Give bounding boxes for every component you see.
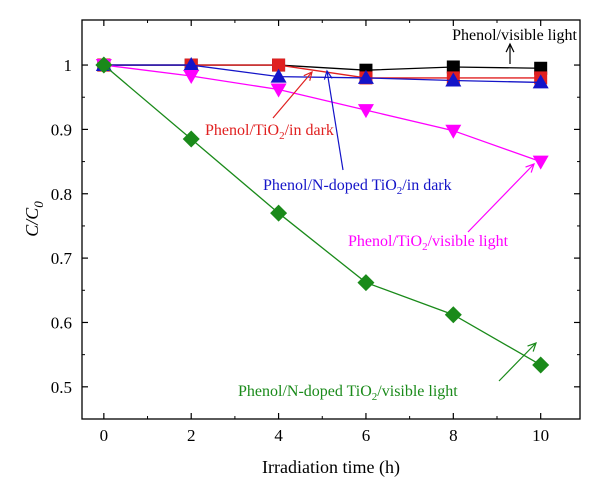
label-text: Phenol/N-doped TiO <box>238 383 372 400</box>
label-subscript: 2 <box>372 391 378 403</box>
label-text: /in dark <box>402 177 451 194</box>
x-tick-label: 4 <box>274 426 283 445</box>
data-point <box>182 130 200 148</box>
label-subscript: 2 <box>279 130 285 142</box>
label-text: Phenol/TiO <box>205 122 279 139</box>
data-point <box>357 104 374 119</box>
annotation-arrow <box>498 342 537 382</box>
data-point <box>270 204 288 222</box>
data-point <box>445 72 462 87</box>
label-text: /in dark <box>285 122 334 139</box>
data-point <box>183 69 200 84</box>
data-point <box>357 69 374 84</box>
series <box>97 58 548 77</box>
data-point <box>444 306 462 324</box>
data-point <box>270 68 287 83</box>
y-axis-title: C/C0 <box>22 201 46 237</box>
series-annotation-label: Phenol/visible light <box>452 27 577 44</box>
series-annotation-label: Phenol/N-doped TiO2/visible light <box>238 383 458 403</box>
data-point <box>532 155 549 170</box>
label-subscript: 2 <box>422 241 428 253</box>
annotation-arrowhead <box>303 70 313 81</box>
series-layer <box>95 56 550 374</box>
series <box>95 56 550 374</box>
y-tick-label: 0.9 <box>51 120 72 139</box>
data-point <box>532 356 550 374</box>
axis-ticks: 0 2 4 6 8 10 0.5 0.6 0.7 0.8 0.9 1 <box>51 20 580 445</box>
label-text: Phenol/TiO <box>348 233 422 250</box>
x-axis-title: Irradiation time (h) <box>262 457 400 478</box>
data-point <box>357 274 375 292</box>
y-tick-label: 1 <box>64 56 73 75</box>
label-subscript: 2 <box>397 185 403 197</box>
x-tick-label: 10 <box>532 426 549 445</box>
annotation-arrowhead <box>527 342 537 352</box>
y-tick-label: 0.5 <box>51 378 72 397</box>
series-line <box>103 64 541 163</box>
data-point <box>445 124 462 139</box>
data-point <box>272 58 286 72</box>
y-tick-label: 0.6 <box>51 313 72 332</box>
label-text: /visible light <box>377 383 458 400</box>
series-annotation-label: Phenol/N-doped TiO2/in dark <box>263 177 452 197</box>
data-point <box>532 74 549 89</box>
annotation-arrowhead <box>525 163 535 173</box>
y-axis-title-main: C/C <box>22 207 42 237</box>
x-tick-label: 8 <box>449 426 458 445</box>
series-annotation-label: Phenol/TiO2/in dark <box>205 122 334 142</box>
y-tick-label: 0.8 <box>51 185 72 204</box>
annotation-arrowhead <box>323 69 333 80</box>
label-text: Phenol/visible light <box>452 27 577 44</box>
series-line <box>103 64 541 84</box>
x-tick-label: 0 <box>100 426 109 445</box>
x-tick-label: 6 <box>362 426 371 445</box>
series-line <box>103 64 542 366</box>
annotation-arrow <box>326 70 344 171</box>
y-tick-label: 0.7 <box>51 249 73 268</box>
plot-frame <box>81 19 581 420</box>
series <box>95 57 549 89</box>
label-text: Phenol/N-doped TiO <box>263 177 397 194</box>
annotation-arrow <box>272 71 313 119</box>
series-annotation-label: Phenol/TiO2/visible light <box>348 233 509 253</box>
annotation-arrowhead <box>505 42 515 53</box>
label-text: /visible light <box>428 233 509 250</box>
series <box>95 59 549 170</box>
data-point <box>446 60 460 74</box>
annotation-arrow <box>467 163 535 233</box>
y-axis-title-subscript: 0 <box>31 201 46 208</box>
data-point <box>95 56 113 74</box>
series-line <box>103 64 541 71</box>
data-point <box>183 57 200 72</box>
data-point <box>270 83 287 98</box>
x-tick-label: 2 <box>187 426 196 445</box>
